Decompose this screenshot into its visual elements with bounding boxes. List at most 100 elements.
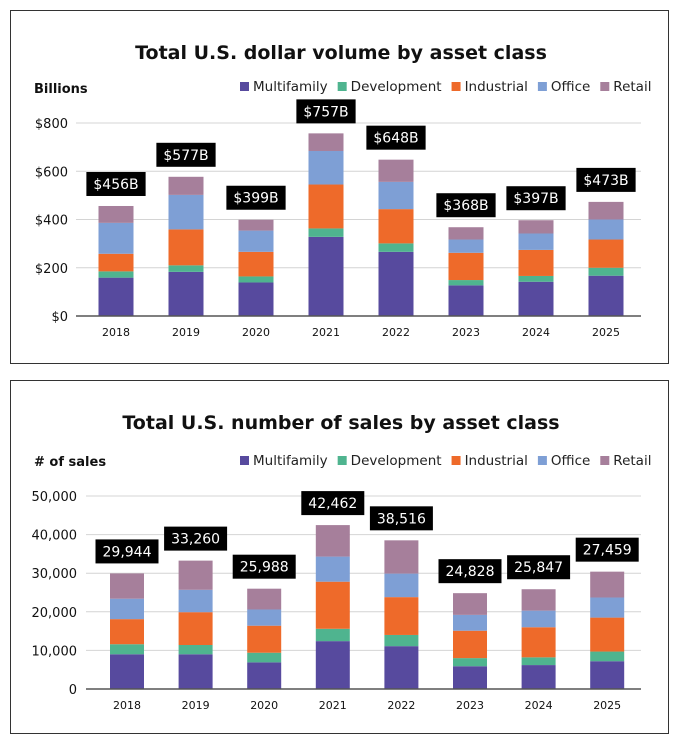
x-tick-label: 2020 [242,326,270,339]
bar-segment-development [110,644,144,655]
bar-segment-development [384,634,419,647]
total-label-box [156,142,216,167]
dollar-volume-chart: Total U.S. dollar volume by asset class B… [34,42,651,339]
bar-segment-industrial [308,184,344,229]
total-label-box [506,186,566,211]
total-label: 25,988 [240,560,289,576]
bar-segment-industrial [448,252,484,281]
bar-segment-office [378,181,414,210]
legend-label: Development [351,79,442,95]
bar-segment-office [247,609,282,626]
bar-segment-industrial [98,253,134,272]
bar-segment-development [178,644,213,655]
y-tick-label: $0 [51,310,68,325]
bar-segment-industrial [247,625,282,653]
legend-label: Office [551,79,590,95]
x-tick-label: 2022 [387,699,415,712]
total-label-box [226,185,286,210]
bar-segment-office [238,230,274,252]
bar-segment-industrial [521,627,556,658]
bar-segment-multifamily [238,282,274,316]
total-label-box [86,171,146,196]
bar-segment-office [308,150,344,185]
bar-segment-retail [168,176,204,195]
total-label-box [576,167,636,192]
bar-segment-development [238,276,274,283]
bar-segment-office [588,219,624,240]
bar-segment-retail [590,571,625,598]
legend-swatch [451,456,461,465]
bar-segment-office [518,233,554,250]
bar-segment-office [98,222,134,254]
bar-segment-development [168,265,204,272]
bar-segment-development [588,267,624,276]
bar-segment-office [384,573,419,598]
bar-segment-development [315,628,350,642]
y-tick-label: 50,000 [32,490,78,505]
y-axis-label: # of sales [34,455,106,470]
y-tick-label: 30,000 [32,567,78,582]
x-tick-label: 2023 [452,326,480,339]
total-label-box [575,537,639,562]
bar-segment-retail [110,573,144,599]
bar-segment-retail [315,525,350,557]
bar-segment-development [521,657,556,666]
total-label-box [436,193,496,218]
bar-segment-retail [98,205,134,223]
y-tick-label: $600 [35,165,68,180]
bar-segment-development [308,228,344,237]
legend-swatch [337,456,347,465]
bar-segment-industrial [378,209,414,244]
sales-count-chart-panel: Total U.S. number of sales by asset clas… [10,380,669,734]
total-label: $577B [163,148,208,164]
x-tick-label: 2019 [182,699,210,712]
bar-segment-industrial [518,249,554,276]
legend-swatch [537,456,547,465]
total-label: 42,462 [308,496,357,512]
legend-label: Industrial [465,79,528,95]
legend-swatch [600,82,610,91]
total-label: 27,459 [583,543,632,559]
total-label: 24,828 [446,564,495,580]
total-label-box [438,559,502,584]
bar-segment-multifamily [448,285,484,316]
bar-segment-multifamily [518,281,554,316]
total-label-box [301,491,365,516]
total-label: $368B [443,198,488,214]
x-tick-label: 2025 [593,699,621,712]
legend-swatch [337,82,347,91]
bar-segment-office [521,610,556,628]
bar-segment-multifamily [98,277,134,316]
legend-swatch [600,456,610,465]
bar-segment-retail [178,560,213,590]
x-tick-label: 2019 [172,326,200,339]
y-tick-label: $800 [35,117,68,132]
legend-label: Retail [613,453,651,469]
total-label-box [507,555,571,580]
total-label: 29,944 [103,544,152,560]
bar-segment-industrial [178,612,213,645]
y-tick-label: 10,000 [32,644,78,659]
x-tick-label: 2018 [113,699,141,712]
bar-segment-industrial [588,239,624,268]
bar-segment-development [453,658,487,667]
bar-segment-office [168,194,204,230]
bar-segment-office [178,589,213,613]
y-axis-label: Billions [34,82,88,97]
bar-segment-retail [588,201,624,220]
bar-segment-multifamily [521,665,556,689]
bar-segment-development [590,651,625,662]
total-label-box [296,99,356,124]
chart-title: Total U.S. dollar volume by asset class [135,42,547,64]
bar-segment-retail [384,540,419,574]
total-label: 25,847 [514,560,563,576]
x-tick-label: 2021 [319,699,347,712]
legend-swatch [240,456,249,465]
bar-segment-development [247,652,282,663]
bar-segment-development [98,271,134,278]
bar-segment-multifamily [378,251,414,316]
y-tick-label: 20,000 [32,606,78,621]
total-label: $473B [583,173,628,189]
total-label-box [164,526,228,551]
bar-segment-office [110,598,144,620]
